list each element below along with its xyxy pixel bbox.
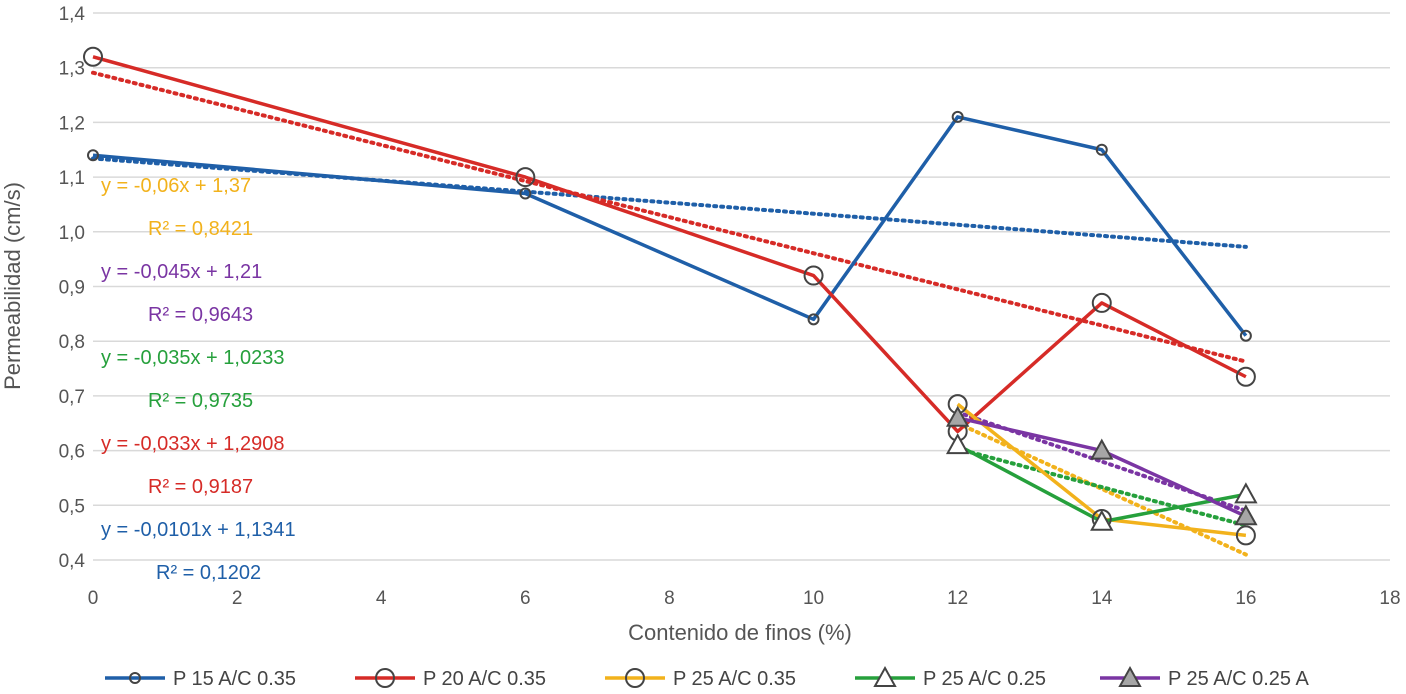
data-point <box>1235 366 1256 387</box>
data-point <box>83 46 103 67</box>
data-point <box>1239 329 1252 342</box>
data-point <box>625 668 645 688</box>
legend: P 15 A/C 0.35 P 20 A/C 0.35 P 25 A/C 0.35 P… <box>105 665 1310 690</box>
data-point <box>519 187 532 200</box>
trendlines <box>91 70 1248 557</box>
y-tick-label: 0,5 <box>59 496 85 517</box>
y-tick-label: 1,3 <box>59 59 85 80</box>
y-axis-title: Permeabilidad (cm/s) <box>0 182 25 390</box>
y-tick-label: 1,0 <box>59 223 85 244</box>
trend-r2: R² = 0,9187 <box>148 476 253 498</box>
data-point <box>1095 143 1108 156</box>
data-point <box>945 433 970 455</box>
series-markers <box>83 46 1258 546</box>
legend-label: P 15 A/C 0.35 <box>173 668 296 690</box>
data-point <box>1091 292 1112 313</box>
trendline <box>955 421 1248 557</box>
y-tick-labels: 0,4 0,5 0,6 0,7 0,8 0,9 1,0 1,1 1,2 1,3 1,4 <box>59 4 86 572</box>
data-point <box>1090 438 1114 460</box>
x-tick-label: 18 <box>1379 588 1400 609</box>
trendline <box>955 446 1248 528</box>
trend-r2: R² = 0,9735 <box>148 390 253 412</box>
x-tick-label: 6 <box>520 588 531 609</box>
x-tick-label: 0 <box>88 588 99 609</box>
trend-equation: y = -0,035x + 1,0233 <box>101 347 284 369</box>
trend-r2: R² = 0,9643 <box>148 304 253 326</box>
series-line <box>92 55 1247 434</box>
data-point <box>1235 525 1256 546</box>
x-tick-label: 8 <box>664 588 675 609</box>
data-point <box>873 665 897 687</box>
legend-label: P 25 A/C 0.25 <box>923 668 1046 690</box>
x-tick-label: 2 <box>232 588 243 609</box>
x-tick-label: 4 <box>376 588 387 609</box>
y-tick-label: 0,7 <box>59 387 85 408</box>
y-tick-label: 0,8 <box>59 332 85 353</box>
trend-equations: y = -0,06x + 1,37 R² = 0,8421 y = -0,045x … <box>101 175 296 584</box>
data-point <box>1090 509 1114 531</box>
y-tick-label: 0,6 <box>59 442 85 463</box>
legend-label: P 20 A/C 0.35 <box>423 668 546 690</box>
trend-r2: R² = 0,1202 <box>156 562 261 584</box>
x-tick-label: 12 <box>947 588 968 609</box>
series-lines <box>92 55 1248 538</box>
data-point <box>951 110 964 123</box>
y-tick-label: 0,4 <box>59 551 86 572</box>
data-point <box>515 167 536 188</box>
data-point <box>1234 482 1258 504</box>
data-point <box>807 313 820 326</box>
trend-equation: y = -0,06x + 1,37 <box>101 175 251 197</box>
trend-equation: y = -0,045x + 1,21 <box>101 261 262 283</box>
data-point <box>87 149 99 162</box>
data-point <box>129 672 141 684</box>
data-point <box>803 265 824 286</box>
y-tick-label: 1,4 <box>59 4 86 25</box>
series-line <box>92 115 1248 337</box>
y-tick-label: 0,9 <box>59 278 85 299</box>
legend-label: P 25 A/C 0.25 A <box>1168 668 1310 690</box>
y-tick-label: 1,1 <box>59 168 85 189</box>
x-tick-label: 10 <box>803 588 824 609</box>
trend-equation: y = -0,0101x + 1,1341 <box>101 519 296 541</box>
trend-equation: y = -0,033x + 1,2908 <box>101 433 284 455</box>
x-axis-title: Contenido de finos (%) <box>628 620 852 645</box>
y-tick-label: 1,2 <box>59 113 85 134</box>
data-point <box>945 405 970 427</box>
legend-label: P 25 A/C 0.35 <box>673 668 796 690</box>
data-point <box>1118 665 1142 687</box>
data-point <box>375 668 395 688</box>
trend-r2: R² = 0,8421 <box>148 218 253 240</box>
x-tick-label: 14 <box>1091 588 1113 609</box>
data-point <box>1234 504 1258 526</box>
x-tick-label: 16 <box>1235 588 1256 609</box>
trendline <box>91 70 1248 364</box>
x-tick-labels: 0 2 4 6 8 10 12 14 16 18 <box>88 588 1401 609</box>
